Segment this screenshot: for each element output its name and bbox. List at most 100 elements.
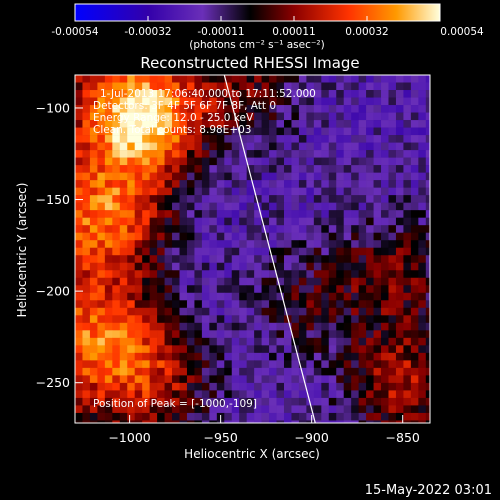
heatmap-cell (313, 300, 322, 309)
heatmap-cell (425, 360, 430, 369)
heatmap-cell (134, 390, 143, 399)
heatmap-cell (142, 135, 150, 143)
heatmap-cell (336, 75, 345, 83)
heatmap-cell (254, 337, 262, 346)
heatmap-cell (381, 202, 389, 211)
heatmap-cell (209, 352, 218, 361)
heatmap-cell (224, 345, 233, 354)
heatmap-cell (127, 225, 136, 233)
heatmap-cell (224, 120, 233, 128)
heatmap-cell (276, 367, 285, 376)
heatmap-cell (425, 277, 430, 286)
heatmap-cell (157, 300, 165, 309)
heatmap-cell (224, 420, 233, 423)
heatmap-cell (82, 300, 91, 309)
heatmap-cell (75, 397, 83, 406)
heatmap-cell (104, 180, 113, 188)
heatmap-cell (298, 75, 307, 83)
heatmap-cell (306, 375, 315, 384)
heatmap-cell (410, 337, 419, 346)
heatmap-cell (119, 97, 128, 106)
heatmap-cell (112, 270, 121, 279)
heatmap-cell (403, 345, 412, 354)
heatmap-cell (313, 90, 322, 98)
heatmap-cell (343, 285, 352, 294)
heatmap-cell (224, 127, 233, 136)
heatmap-cell (306, 217, 315, 226)
heatmap-cell (388, 270, 397, 279)
heatmap-cell (246, 307, 255, 316)
heatmap-cell (366, 142, 374, 151)
heatmap-cell (373, 202, 382, 211)
heatmap-cell (239, 75, 248, 83)
heatmap-cell (358, 232, 367, 241)
heatmap-cell (366, 390, 374, 399)
heatmap-cell (209, 120, 218, 128)
heatmap-cell (358, 105, 367, 113)
heatmap-cell (157, 397, 165, 406)
heatmap-cell (75, 202, 83, 211)
heatmap-cell (418, 240, 427, 249)
heatmap-cell (306, 187, 315, 196)
heatmap-cell (224, 375, 233, 384)
heatmap-cell (119, 292, 128, 301)
heatmap-cell (157, 367, 165, 376)
heatmap-cell (164, 240, 173, 249)
heatmap-cell (134, 315, 143, 324)
heatmap-cell (321, 247, 330, 256)
heatmap-cell (239, 292, 248, 301)
heatmap-cell (186, 360, 195, 369)
heatmap-cell (231, 315, 240, 324)
heatmap-cell (403, 375, 412, 384)
heatmap-cell (149, 120, 158, 128)
heatmap-cell (261, 142, 270, 151)
heatmap-cell (269, 247, 277, 256)
heatmap-cell (306, 255, 315, 264)
heatmap-cell (276, 420, 285, 423)
heatmap-cell (127, 97, 136, 106)
heatmap-cell (97, 412, 106, 421)
heatmap-cell (224, 307, 233, 316)
heatmap-cell (381, 262, 389, 271)
heatmap-cell (261, 90, 270, 98)
heatmap-cell (276, 352, 285, 361)
heatmap-cell (261, 322, 270, 331)
heatmap-cell (134, 97, 143, 106)
heatmap-cell (224, 300, 233, 309)
heatmap-cell (239, 337, 248, 346)
heatmap-cell (298, 390, 307, 399)
heatmap-cell (127, 337, 136, 346)
heatmap-cell (89, 322, 98, 331)
heatmap-cell (157, 345, 165, 354)
heatmap-cell (418, 112, 427, 121)
heatmap-cell (97, 165, 106, 173)
heatmap-cell (403, 202, 412, 211)
heatmap-cell (97, 195, 106, 203)
heatmap-cell (373, 97, 382, 106)
heatmap-cell (201, 225, 210, 233)
heatmap-cell (366, 135, 374, 143)
heatmap-cell (134, 270, 143, 279)
heatmap-cell (343, 217, 352, 226)
heatmap-cell (321, 330, 330, 339)
heatmap-cell (291, 75, 300, 83)
heatmap-cell (336, 360, 345, 369)
heatmap-cell (239, 127, 248, 136)
heatmap-cell (254, 277, 262, 286)
heatmap-cell (89, 337, 98, 346)
heatmap-cell (82, 307, 91, 316)
heatmap-cell (358, 322, 367, 331)
heatmap-cell (75, 352, 83, 361)
heatmap-cell (134, 225, 143, 233)
heatmap-cell (261, 180, 270, 188)
heatmap-cell (224, 412, 233, 421)
heatmap-cell (351, 360, 359, 369)
heatmap-cell (216, 360, 225, 369)
heatmap-cell (75, 277, 83, 286)
heatmap-cell (246, 405, 255, 414)
heatmap-cell (410, 97, 419, 106)
heatmap-cell (194, 322, 203, 331)
heatmap-cell (209, 420, 218, 423)
heatmap-cell (149, 330, 158, 339)
heatmap-cell (425, 142, 430, 151)
